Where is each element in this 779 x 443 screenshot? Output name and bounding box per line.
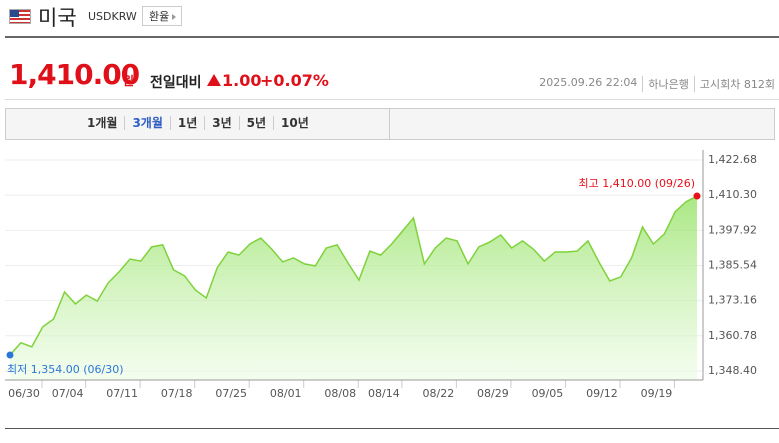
tab[interactable]: 10년: [273, 116, 316, 130]
max-label: 최고 1,410.00 (09/26): [578, 177, 695, 190]
tab[interactable]: 3개월: [124, 116, 169, 130]
x-tick-label: 08/22: [423, 387, 455, 400]
chart: 1,348.40 1,360.78 1,373.16 1,385.54 1,397.92…: [5, 150, 757, 400]
rate-button[interactable]: 환율: [142, 6, 182, 26]
x-tick-label: 09/05: [532, 387, 564, 400]
tab[interactable]: 1년: [169, 116, 204, 130]
min-point: [6, 351, 14, 359]
info: 2025.09.26 22:04 하나은행 고시회차 812회: [539, 76, 775, 92]
x-tick-label: 07/25: [215, 387, 247, 400]
divider: [5, 36, 779, 38]
max-point: [693, 192, 701, 200]
x-tick-label: 07/11: [106, 387, 138, 400]
up-icon: [207, 74, 221, 86]
tabs: 1개월 3개월 1년 3년 5년 10년: [80, 116, 316, 130]
datetime: 2025.09.26 22:04: [539, 76, 638, 89]
y-tick-label: 1,348.40: [708, 364, 757, 377]
tab[interactable]: 1개월: [87, 116, 118, 130]
price-unit: 원: [123, 74, 135, 88]
line: [9, 195, 698, 356]
y-tick-label: 1,397.92: [708, 223, 757, 236]
min-label: 최저 1,354.00 (06/30): [7, 363, 124, 376]
change-label: 전일대비: [150, 75, 202, 91]
y-tick-label: 1,373.16: [708, 294, 757, 307]
area: [10, 196, 697, 380]
x-tick-label: 06/30: [8, 387, 40, 400]
y-tick-label: 1,422.68: [708, 153, 757, 166]
flag-icon: [9, 9, 31, 24]
tab[interactable]: 3년: [204, 116, 238, 130]
change: 1.00: [222, 71, 262, 90]
tab-bar: [5, 108, 775, 140]
x-tick-label: 08/14: [368, 387, 400, 400]
x-tick-label: 08/29: [477, 387, 509, 400]
country: 미국: [38, 6, 77, 30]
tab[interactable]: 5년: [238, 116, 273, 130]
currency-code: USDKRW: [88, 10, 137, 23]
x-tick-label: 08/08: [324, 387, 356, 400]
y-tick-label: 1,385.54: [708, 258, 757, 271]
round: 고시회차 812회: [693, 76, 775, 92]
price: 1,410.00: [9, 58, 140, 91]
change-percent: +0.07%: [260, 71, 329, 90]
divider: [389, 108, 390, 140]
divider: [5, 99, 779, 100]
y-tick-label: 1,410.30: [708, 188, 757, 201]
x-tick-label: 07/04: [52, 387, 84, 400]
bank: 하나은행: [642, 76, 689, 92]
divider: [5, 428, 779, 429]
x-tick-label: 08/01: [270, 387, 302, 400]
x-tick-label: 09/12: [586, 387, 618, 400]
y-tick-label: 1,360.78: [708, 329, 757, 342]
x-tick-label: 09/19: [641, 387, 673, 400]
x-tick-label: 07/18: [161, 387, 193, 400]
